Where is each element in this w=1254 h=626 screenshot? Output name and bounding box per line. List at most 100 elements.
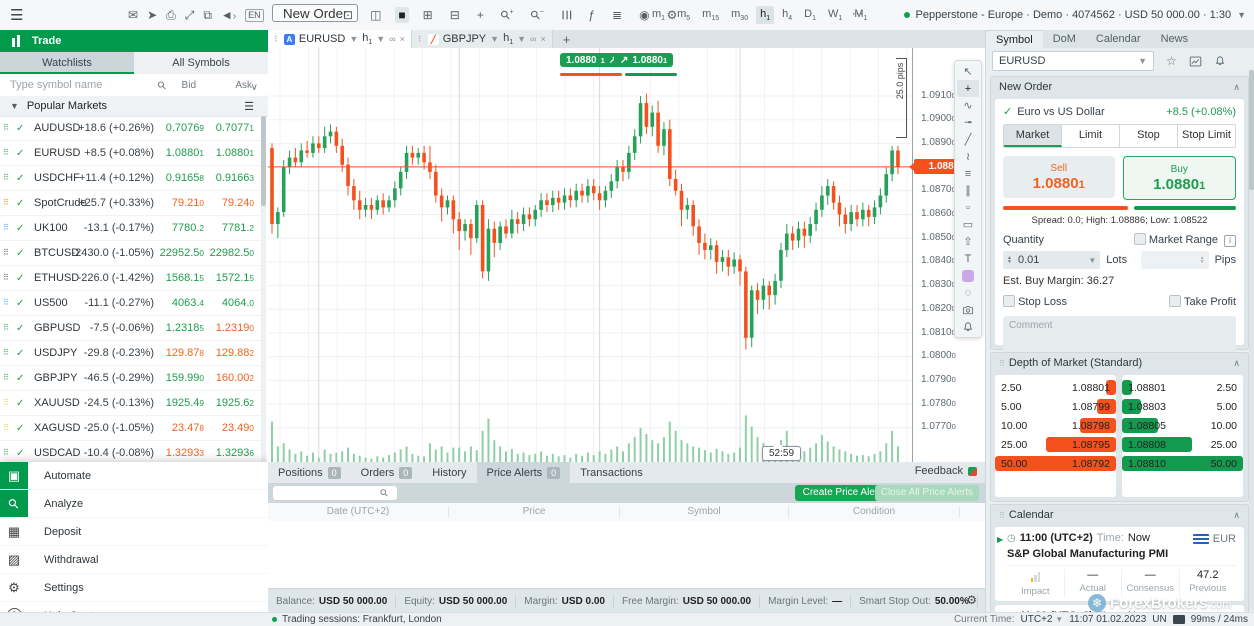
tab-history[interactable]: History	[432, 466, 467, 479]
calendar-event[interactable]: ▶ ◷ 11:00 (UTC+2) Time: Now EUR S&P Global Man…	[995, 527, 1244, 601]
chart-tab-GBPJPY[interactable]: ⠇ ╱ GBPJPY ▼ h1 ▼ ∞ ×	[411, 30, 553, 48]
watchlist-row-USDCAD[interactable]: ⠿ ✓ USDCAD -10.4 (-0.08%) 1.32933 1.32936	[0, 441, 262, 466]
collapse-icon[interactable]: ∧	[1233, 509, 1240, 520]
function-icon[interactable]: ƒ	[588, 8, 596, 22]
watchlist-row-ETHUSD[interactable]: ⠿ ✓ ETHUSD -226.0 (-1.42%) 1568.15 1572.15	[0, 266, 262, 291]
timeframe-m1[interactable]: m1	[652, 7, 666, 23]
drag-handle-icon[interactable]: ⠿	[3, 348, 9, 357]
link-icon[interactable]: ∞	[530, 34, 537, 44]
trade-section-header[interactable]: Trade	[0, 30, 268, 52]
drag-handle-icon[interactable]: ⠿	[3, 248, 9, 257]
hamburger-menu-icon[interactable]: ☰	[10, 7, 24, 24]
collapse-icon[interactable]: ∧	[1233, 357, 1240, 368]
dom-buy-row[interactable]: 1.08801 2.50	[1122, 378, 1243, 397]
popular-markets-group[interactable]: ▼ Popular Markets ☰	[0, 96, 268, 117]
dom-buy-row[interactable]: 1.08805 10.00	[1122, 416, 1243, 435]
symbol-select[interactable]: EURUSD ▼	[992, 51, 1154, 71]
dom-buy-row[interactable]: 1.08803 5.00	[1122, 397, 1243, 416]
buy-button[interactable]: Buy 1.08801	[1122, 156, 1236, 200]
take-profit-checkbox[interactable]	[1169, 295, 1182, 307]
buy-quick-button[interactable]: ↗ 1.08801	[614, 53, 674, 67]
feedback-link[interactable]: Feedback	[915, 465, 977, 477]
market-range-option[interactable]: Market Range i	[1133, 233, 1236, 247]
create-price-alert-button[interactable]: Create Price Alert	[794, 485, 889, 501]
tab-calendar[interactable]: Calendar	[1095, 33, 1141, 45]
stop-loss-option[interactable]: Stop Loss	[1003, 295, 1067, 308]
price-alert-search-input[interactable]	[273, 486, 397, 500]
single-view-icon[interactable]: ■	[395, 7, 409, 23]
watchlist-row-BTCUSD[interactable]: ⠿ ✓ BTCUSD -2430.0 (-1.05%) 22952.50 22982.50	[0, 241, 262, 266]
watchlist-row-US500[interactable]: ⠿ ✓ US500 -11.1 (-0.27%) 4063.4 4064.0	[0, 291, 262, 316]
chart-settings-icon[interactable]: ⚙	[666, 8, 678, 22]
language-select[interactable]: EN	[245, 8, 264, 22]
watchlist-row-EURUSD[interactable]: ⠿ ✓ EURUSD +8.5 (+0.08%) 1.08801 1.08801	[0, 141, 262, 166]
sidebar-item-deposit[interactable]: ▦ Deposit	[0, 518, 268, 546]
watchlist-row-SpotCrude[interactable]: ⠿ ✓ SpotCrude +25.7 (+0.33%) 79.210 79.240	[0, 191, 262, 216]
sidebar-item-analyze[interactable]: ⚲ Analyze	[0, 490, 268, 518]
quantity-stepper[interactable]: ▲ ▼ 0.01 ▼	[1003, 251, 1101, 269]
watchlist-row-GBPJPY[interactable]: ⠿ ✓ GBPJPY -46.5 (-0.29%) 159.990 160.002	[0, 366, 262, 391]
zoom-in-icon[interactable]: ⚲+	[497, 6, 514, 24]
zoom-out-icon[interactable]: ⚲−	[527, 6, 544, 24]
timeframe-h1[interactable]: h1	[756, 5, 775, 25]
chart-tab-EURUSD[interactable]: ⠇ A EURUSD ▼ h1 ▼ ∞ ×	[268, 30, 412, 48]
tab-watchlists[interactable]: Watchlists	[0, 52, 134, 74]
list-view-icon[interactable]: ☰	[244, 100, 254, 113]
rectangle-tool-icon[interactable]: ▭	[962, 219, 974, 231]
timeframe-m15[interactable]: m15	[702, 7, 720, 23]
tab-positions[interactable]: Positions 0	[268, 462, 351, 483]
collapse-icon[interactable]: ∧	[1233, 81, 1240, 92]
print-icon[interactable]: ⎙	[166, 7, 176, 22]
take-profit-option[interactable]: Take Profit	[1169, 295, 1236, 308]
drag-handle-icon[interactable]: ⠿	[3, 423, 9, 432]
more-timeframes-icon[interactable]: ⋯	[852, 8, 863, 20]
stop-loss-checkbox[interactable]	[1003, 295, 1015, 307]
dom-sell-row[interactable]: 5.00 1.08799	[995, 397, 1116, 416]
sound-icon[interactable]: ◄›	[220, 8, 237, 22]
text-tool-icon[interactable]: T	[964, 252, 972, 265]
comment-field[interactable]	[1003, 316, 1236, 352]
layout-icon[interactable]: ◫	[370, 8, 382, 22]
dom-sell-row[interactable]: 2.50 1.08801	[995, 378, 1116, 397]
dom-buy-row[interactable]: 1.08808 25.00	[1122, 435, 1243, 454]
add-chart-tab-button[interactable]: +	[562, 31, 571, 47]
tab-price-alerts[interactable]: Price Alerts 0	[476, 462, 571, 483]
fibonacci-tool-icon[interactable]: ≡	[964, 167, 972, 180]
ellipse-tool-icon[interactable]: ◌	[964, 286, 972, 299]
order-type-stop-limit[interactable]: Stop Limit	[1178, 125, 1235, 147]
open-chart-icon[interactable]	[1189, 55, 1202, 68]
dom-sell-row[interactable]: 50.00 1.08792	[995, 454, 1116, 473]
horizontal-line-tool-icon[interactable]: ╼	[964, 117, 972, 129]
watchlist-row-XAGUSD[interactable]: ⠿ ✓ XAGUSD -25.0 (-1.05%) 23.478 23.490	[0, 416, 262, 441]
timeframe-D1[interactable]: D1	[804, 7, 817, 23]
drag-handle-icon[interactable]: ⠿	[3, 173, 9, 182]
column-header-symbol[interactable]: Symbol	[620, 506, 789, 518]
timeframe-W1[interactable]: W1	[828, 7, 843, 23]
measure-tool-icon[interactable]: ▫	[966, 201, 970, 214]
watchlist-row-UK100[interactable]: ⠿ ✓ UK100 -13.1 (-0.17%) 7780.2 7781.2	[0, 216, 262, 241]
fullscreen-icon[interactable]: ⤢	[184, 7, 195, 22]
new-order-button[interactable]: New Order	[272, 4, 359, 22]
timeframe-m5[interactable]: m5	[677, 7, 691, 23]
drag-handle-icon[interactable]: ⠿	[999, 359, 1005, 368]
column-header-condition[interactable]: Condition	[789, 506, 960, 518]
drag-handle-icon[interactable]: ⠿	[3, 298, 9, 307]
alert-bell-icon[interactable]	[957, 318, 979, 335]
sidebar-item-withdrawal[interactable]: ▨ Withdrawal	[0, 546, 268, 574]
sell-quick-button[interactable]: 1.0880 1 ↗	[560, 53, 624, 67]
dom-sell-row[interactable]: 10.00 1.08798	[995, 416, 1116, 435]
channel-tool-icon[interactable]: ∥	[965, 185, 971, 197]
link-icon[interactable]: ∞	[389, 34, 396, 44]
alert-bell-icon[interactable]	[1214, 55, 1226, 67]
watchlist-row-XAUUSD[interactable]: ⠿ ✓ XAUUSD -24.5 (-0.13%) 1925.49 1925.62	[0, 391, 262, 416]
collapse-menu-icon[interactable]: ∨	[250, 82, 258, 93]
order-type-stop[interactable]: Stop	[1120, 125, 1178, 147]
close-icon[interactable]: ×	[540, 34, 546, 44]
watchlist-row-USDCHF[interactable]: ⠿ ✓ USDCHF +11.4 (+0.12%) 0.91658 0.91663	[0, 166, 262, 191]
timeframe-m30[interactable]: m30	[731, 7, 749, 23]
pointer-settings-icon[interactable]: ➤	[147, 8, 158, 22]
drag-handle-icon[interactable]: ⠿	[3, 323, 9, 332]
tab-transactions[interactable]: Transactions	[580, 466, 643, 479]
order-type-limit[interactable]: Limit	[1062, 125, 1120, 147]
color-swatch[interactable]	[957, 267, 979, 284]
